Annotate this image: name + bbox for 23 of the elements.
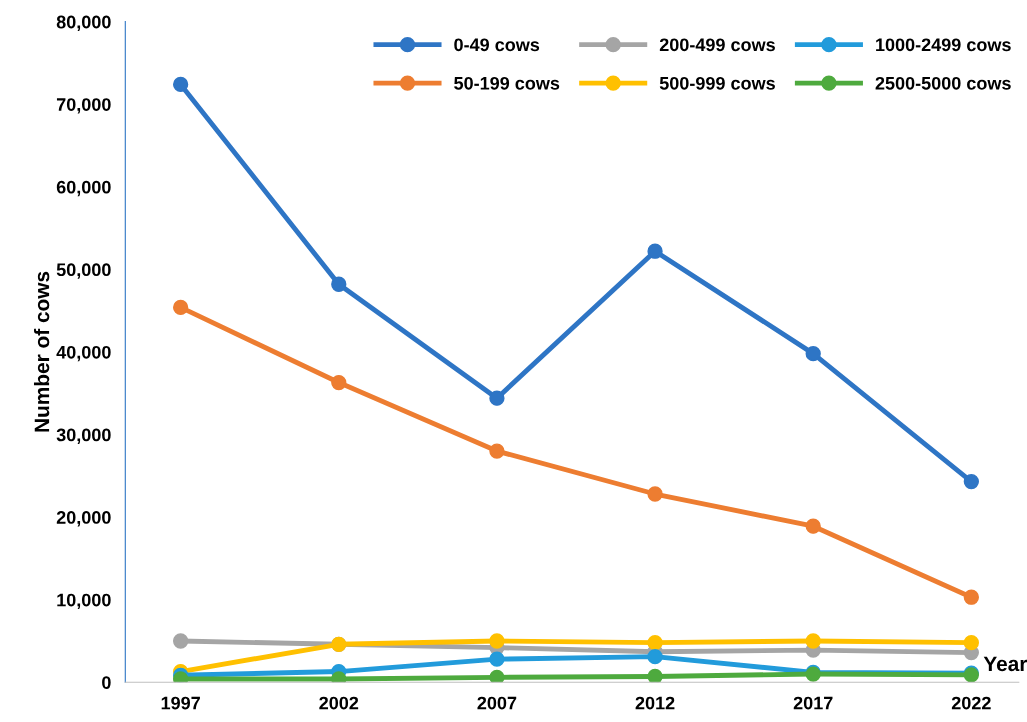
legend-label: 0-49 cows (454, 38, 540, 52)
y-tick-label: 30,000 (56, 428, 111, 444)
x-tick-label: 2002 (319, 696, 359, 710)
y-tick-label: 70,000 (56, 98, 111, 114)
y-tick-label: 20,000 (56, 511, 111, 527)
legend-label: 200-499 cows (659, 38, 775, 52)
x-axis-title: Year (983, 656, 1027, 672)
legend-label: 2500-5000 cows (875, 76, 1011, 90)
y-tick-label: 50,000 (56, 263, 111, 279)
y-tick-label: 10,000 (57, 593, 111, 610)
x-tick-label: 1997 (161, 696, 200, 710)
x-tick-label: 2017 (793, 696, 833, 710)
legend-label: 50-199 cows (454, 76, 560, 90)
x-tick-label: 2012 (635, 696, 675, 710)
y-tick-label: 40,000 (56, 345, 111, 362)
legend-label: 500-999 cows (659, 76, 775, 90)
x-tick-label: 2007 (477, 696, 517, 710)
y-axis-title: Number of cows (33, 271, 50, 432)
y-tick-label: 0 (102, 676, 111, 690)
y-tick-label: 60,000 (56, 180, 111, 197)
y-tick-label: 80,000 (56, 15, 111, 31)
legend-label: 1000-2499 cows (876, 38, 1011, 52)
x-tick-label: 2022 (951, 696, 991, 710)
